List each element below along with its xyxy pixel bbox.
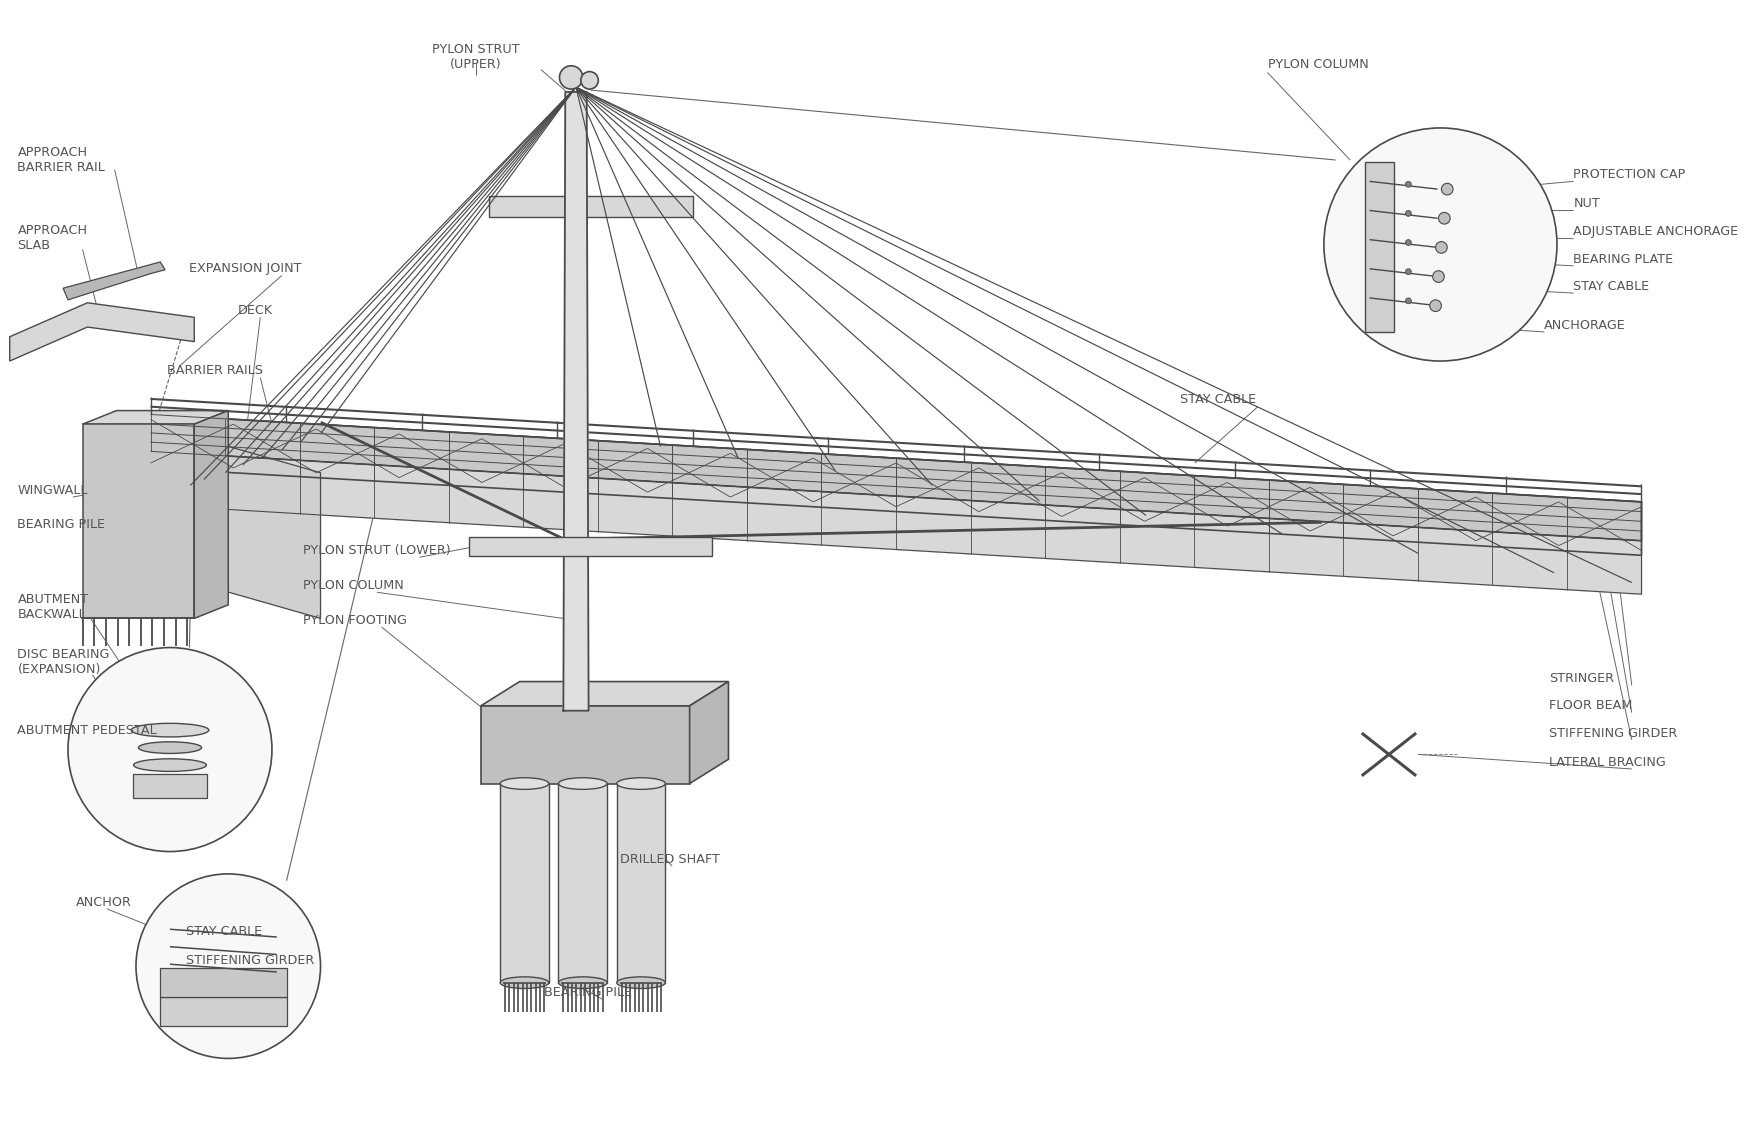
Circle shape bbox=[1324, 128, 1557, 361]
Circle shape bbox=[136, 874, 321, 1059]
Text: DRILLED SHAFT: DRILLED SHAFT bbox=[619, 853, 719, 866]
Polygon shape bbox=[160, 998, 287, 1026]
Polygon shape bbox=[689, 682, 728, 784]
Text: BARRIER RAILS: BARRIER RAILS bbox=[167, 364, 263, 378]
Polygon shape bbox=[481, 706, 689, 784]
Text: STIFFENING GIRDER: STIFFENING GIRDER bbox=[187, 953, 316, 967]
Text: FLOOR BEAM: FLOOR BEAM bbox=[1550, 699, 1633, 713]
Ellipse shape bbox=[501, 778, 548, 789]
Circle shape bbox=[1439, 213, 1451, 224]
Polygon shape bbox=[150, 414, 1641, 555]
Polygon shape bbox=[185, 434, 321, 619]
Text: ANCHORAGE: ANCHORAGE bbox=[1544, 319, 1625, 331]
Ellipse shape bbox=[139, 742, 201, 753]
Text: PYLON FOOTING: PYLON FOOTING bbox=[303, 614, 407, 627]
Polygon shape bbox=[559, 784, 606, 983]
Ellipse shape bbox=[501, 977, 548, 988]
Polygon shape bbox=[469, 537, 712, 556]
Text: STRINGER: STRINGER bbox=[1550, 672, 1615, 685]
Circle shape bbox=[1435, 242, 1447, 253]
Text: ANCHOR: ANCHOR bbox=[76, 896, 132, 908]
Text: PYLON COLUMN: PYLON COLUMN bbox=[303, 579, 404, 592]
Circle shape bbox=[1405, 181, 1412, 188]
Polygon shape bbox=[83, 411, 227, 424]
Text: WINGWALL: WINGWALL bbox=[18, 484, 88, 497]
Polygon shape bbox=[11, 303, 194, 361]
Polygon shape bbox=[488, 196, 693, 217]
Text: BEARING PILE: BEARING PILE bbox=[545, 986, 631, 999]
Polygon shape bbox=[160, 968, 287, 998]
Text: DECK: DECK bbox=[238, 304, 273, 317]
Polygon shape bbox=[150, 451, 1641, 594]
Circle shape bbox=[1405, 240, 1412, 245]
Polygon shape bbox=[132, 774, 206, 798]
Polygon shape bbox=[481, 682, 728, 706]
Text: STAY CABLE: STAY CABLE bbox=[187, 925, 263, 938]
Text: LATERAL BRACING: LATERAL BRACING bbox=[1550, 756, 1666, 769]
Text: NUT: NUT bbox=[1574, 197, 1601, 210]
Ellipse shape bbox=[559, 778, 606, 789]
Circle shape bbox=[1442, 183, 1453, 195]
Polygon shape bbox=[564, 92, 589, 710]
Circle shape bbox=[580, 71, 598, 89]
Polygon shape bbox=[194, 411, 227, 619]
Text: PYLON STRUT
(UPPER): PYLON STRUT (UPPER) bbox=[432, 43, 520, 71]
Polygon shape bbox=[150, 468, 1641, 594]
Polygon shape bbox=[63, 262, 166, 300]
Polygon shape bbox=[617, 784, 665, 983]
Circle shape bbox=[559, 66, 584, 89]
Text: ABUTMENT
BACKWALL: ABUTMENT BACKWALL bbox=[18, 593, 88, 621]
Text: STIFFENING GIRDER: STIFFENING GIRDER bbox=[1550, 726, 1677, 740]
Text: PYLON STRUT (LOWER): PYLON STRUT (LOWER) bbox=[303, 544, 451, 556]
Polygon shape bbox=[150, 414, 1641, 541]
Ellipse shape bbox=[134, 759, 206, 771]
Ellipse shape bbox=[617, 778, 665, 789]
Polygon shape bbox=[83, 424, 194, 619]
Circle shape bbox=[1405, 297, 1412, 304]
Text: PROTECTION CAP: PROTECTION CAP bbox=[1574, 169, 1685, 181]
Circle shape bbox=[1430, 300, 1442, 311]
Text: STAY CABLE: STAY CABLE bbox=[1574, 279, 1650, 293]
Text: ADJUSTABLE ANCHORAGE: ADJUSTABLE ANCHORAGE bbox=[1574, 225, 1738, 239]
Circle shape bbox=[1405, 210, 1412, 216]
Ellipse shape bbox=[617, 977, 665, 988]
Text: BEARING PILE: BEARING PILE bbox=[18, 518, 106, 530]
Text: PYLON COLUMN: PYLON COLUMN bbox=[1268, 59, 1368, 71]
Text: ABUTMENT PEDESTAL: ABUTMENT PEDESTAL bbox=[18, 724, 157, 736]
Ellipse shape bbox=[130, 724, 208, 737]
Ellipse shape bbox=[559, 977, 606, 988]
Text: BEARING PLATE: BEARING PLATE bbox=[1574, 252, 1673, 266]
Circle shape bbox=[1433, 270, 1444, 283]
Text: DISC BEARING
(EXPANSION): DISC BEARING (EXPANSION) bbox=[18, 648, 109, 676]
Text: APPROACH
BARRIER RAIL: APPROACH BARRIER RAIL bbox=[18, 146, 106, 174]
Polygon shape bbox=[1365, 162, 1395, 331]
Polygon shape bbox=[501, 784, 548, 983]
Text: EXPANSION JOINT: EXPANSION JOINT bbox=[189, 262, 301, 275]
Circle shape bbox=[1405, 269, 1412, 275]
Text: STAY CABLE: STAY CABLE bbox=[1179, 394, 1257, 406]
Text: APPROACH
SLAB: APPROACH SLAB bbox=[18, 224, 88, 252]
Circle shape bbox=[69, 648, 272, 852]
